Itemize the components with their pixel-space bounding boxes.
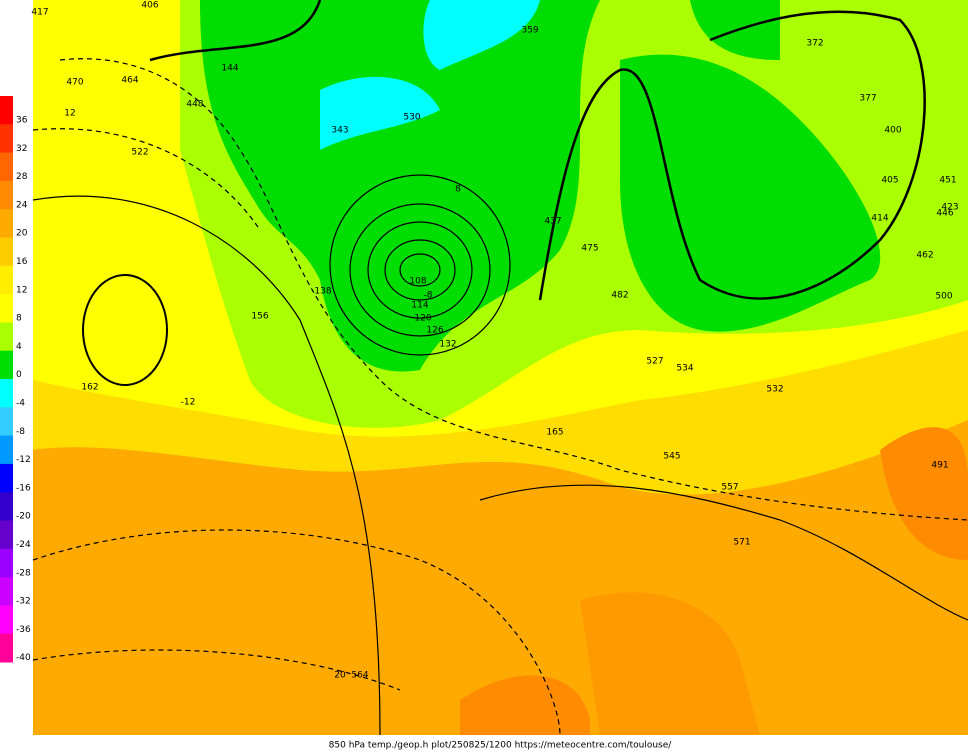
colorbar-label: -16 bbox=[16, 483, 31, 493]
colorbar-swatch bbox=[0, 435, 13, 465]
contour-label: 522 bbox=[131, 148, 148, 158]
colorbar-label: 36 bbox=[16, 116, 28, 126]
colorbar-label: -24 bbox=[16, 540, 31, 550]
colorbar-swatch bbox=[0, 577, 13, 606]
colorbar-label: 16 bbox=[16, 257, 28, 267]
colorbar-swatch bbox=[0, 633, 13, 663]
colorbar-label: -40 bbox=[16, 653, 31, 663]
colorbar-label: -28 bbox=[16, 568, 31, 578]
colorbar-label: 4 bbox=[16, 342, 22, 352]
contour-label: 464 bbox=[121, 76, 138, 86]
colorbar: 36 32 28 24 20 16 12 8 4 0 -4 -8 -12 -16 -20 -24 -28 -32 -… bbox=[0, 96, 31, 663]
contour-label: 446 bbox=[936, 209, 953, 219]
colorbar-label: 0 bbox=[16, 370, 22, 380]
contour-label: 451 bbox=[939, 176, 956, 186]
contour-label: 162 bbox=[81, 383, 98, 393]
contour-label: 571 bbox=[733, 538, 750, 548]
contour-label: 8 bbox=[455, 185, 461, 195]
contour-label: 448 bbox=[186, 100, 203, 110]
contour-label: 527 bbox=[646, 357, 663, 367]
contour-label: 405 bbox=[881, 176, 898, 186]
colorbar-swatch bbox=[0, 548, 13, 578]
colorbar-swatch bbox=[0, 322, 13, 352]
contour-label: 423 bbox=[941, 203, 958, 213]
colorbar-swatch bbox=[0, 180, 13, 210]
colorbar-swatch bbox=[0, 350, 13, 380]
colorbar-swatch bbox=[0, 605, 13, 635]
colorbar-label: 12 bbox=[16, 285, 27, 295]
contour-label: 377 bbox=[859, 94, 876, 104]
colorbar-swatch bbox=[0, 520, 13, 550]
contour-label: 108 bbox=[409, 277, 426, 287]
colorbar-label: 28 bbox=[16, 172, 28, 182]
contour-label: 114 bbox=[411, 301, 428, 311]
contour-label: -12 bbox=[181, 398, 196, 408]
contour-label: 138 bbox=[314, 287, 331, 297]
colorbar-label: 32 bbox=[16, 144, 27, 154]
footer: 850 hPa temp./geop.h plot/250825/1200 ht… bbox=[329, 741, 673, 751]
colorbar-swatch bbox=[0, 379, 13, 408]
contour-label: 482 bbox=[611, 291, 628, 301]
contour-label: 343 bbox=[331, 126, 348, 136]
contour-label: 132 bbox=[439, 340, 456, 350]
contour-label: 564 bbox=[351, 671, 368, 681]
contour-label: 156 bbox=[251, 312, 268, 322]
contour-label: 470 bbox=[66, 78, 83, 88]
contour-label: 437 bbox=[544, 217, 561, 227]
contour-label: 500 bbox=[935, 292, 952, 302]
colorbar-label: -20 bbox=[16, 512, 31, 522]
map-labels: 417 406 470 464 522 448 144 343 530 359 108 114 120 1… bbox=[31, 1, 958, 681]
contour-label: 532 bbox=[766, 385, 783, 395]
contour-label: 144 bbox=[221, 64, 238, 74]
contour-label: 414 bbox=[871, 214, 888, 224]
contour-label: 475 bbox=[581, 244, 598, 254]
contour-label: 530 bbox=[403, 113, 420, 123]
colorbar-swatch bbox=[0, 265, 13, 295]
colorbar-label: -8 bbox=[16, 427, 25, 437]
colorbar-swatch bbox=[0, 492, 13, 521]
colorbar-swatch bbox=[0, 152, 13, 182]
contour-label: 400 bbox=[884, 126, 901, 136]
contour-label: 120 bbox=[414, 314, 431, 324]
contour-label: 12 bbox=[64, 109, 75, 119]
colorbar-label: -4 bbox=[16, 399, 25, 409]
contour-label: 372 bbox=[806, 39, 823, 49]
colorbar-label: -12 bbox=[16, 455, 31, 465]
colorbar-label: -36 bbox=[16, 625, 31, 635]
contour-label: -8 bbox=[424, 291, 433, 301]
contour-label: 20 bbox=[334, 671, 346, 681]
contour-label: 557 bbox=[721, 483, 738, 493]
colorbar-swatch bbox=[0, 209, 13, 238]
colorbar-swatch bbox=[0, 294, 13, 323]
contour-label: 126 bbox=[426, 326, 443, 336]
contour-label: 417 bbox=[31, 8, 48, 18]
colorbar-swatch bbox=[0, 237, 13, 267]
contour-label: 359 bbox=[521, 26, 538, 36]
map-field bbox=[32, 0, 968, 736]
contour-label: 462 bbox=[916, 251, 933, 261]
colorbar-label: 20 bbox=[16, 229, 28, 239]
contour-label: 165 bbox=[546, 428, 563, 438]
colorbar-swatch bbox=[0, 124, 13, 154]
contour-label: 534 bbox=[676, 364, 693, 374]
colorbar-label: 24 bbox=[16, 200, 28, 210]
colorbar-swatch bbox=[0, 463, 13, 493]
colorbar-swatch bbox=[0, 407, 13, 437]
contour-label: 545 bbox=[663, 452, 680, 462]
contour-label: 406 bbox=[141, 1, 158, 11]
colorbar-label: -32 bbox=[16, 597, 31, 607]
contour-label: 491 bbox=[931, 461, 948, 471]
colorbar-label: 8 bbox=[16, 314, 22, 324]
colorbar-swatch bbox=[0, 96, 13, 125]
